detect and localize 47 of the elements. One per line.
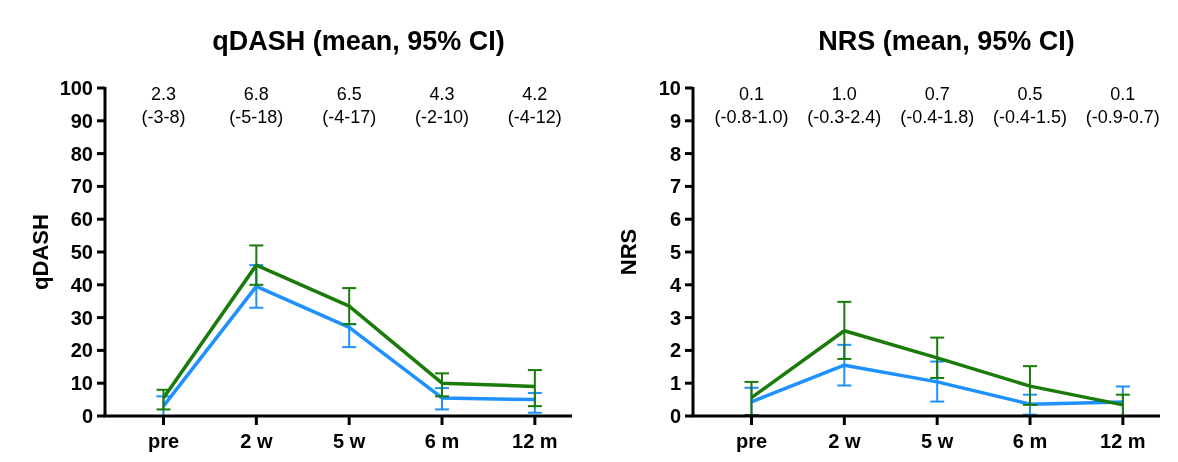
x-tick-label: 2 w xyxy=(828,430,861,452)
y-tick-label: 50 xyxy=(70,241,93,263)
y-tick-label: 80 xyxy=(70,142,93,165)
y-tick-label: 9 xyxy=(669,109,681,132)
y-tick-label: 1 xyxy=(669,372,681,395)
y-tick-label: 60 xyxy=(70,208,93,231)
chart-title: NRS (mean, 95% CI) xyxy=(818,26,1075,56)
y-tick-label: 70 xyxy=(70,175,93,198)
annotation: 4.2 (-4-12) xyxy=(507,84,562,128)
y-tick-label: 30 xyxy=(70,306,93,329)
y-tick-label: 90 xyxy=(70,109,93,132)
x-tick-label: 6 m xyxy=(1012,430,1048,452)
y-tick-label: 0 xyxy=(669,405,681,427)
annotation: 0.1 (-0.8-1.0) xyxy=(714,84,789,128)
y-tick-label: 10 xyxy=(70,372,93,395)
annotation: 6.5 (-4-17) xyxy=(322,84,377,128)
x-tick-label: 12 m xyxy=(512,430,558,452)
annotation: 4.3 (-2-10) xyxy=(415,84,470,128)
x-tick-label: 2 w xyxy=(240,430,273,452)
annotation: 1.0 (-0.3-2.4) xyxy=(807,84,882,128)
x-tick-label: pre xyxy=(147,430,180,452)
line-series xyxy=(749,363,1125,406)
y-tick-label: 4 xyxy=(669,273,682,296)
y-tick-label: 8 xyxy=(669,142,681,165)
x-tick-label: 5 w xyxy=(921,430,954,452)
annotation: 0.7 (-0.4-1.8) xyxy=(900,84,975,128)
y-tick-label: 10 xyxy=(658,77,681,99)
y-tick-label: 2 xyxy=(669,339,681,362)
y-axis-title: NRS xyxy=(616,228,641,276)
y-tick-label: 5 xyxy=(669,241,681,263)
y-axis-title: qDASH xyxy=(28,214,53,290)
y-tick-label: 6 xyxy=(669,208,681,231)
annotation: 2.3 (-3-8) xyxy=(141,84,186,128)
x-tick-label: 5 w xyxy=(333,430,366,452)
x-tick-label: pre xyxy=(735,430,768,452)
y-tick-label: 0 xyxy=(81,405,93,427)
y-tick-label: 20 xyxy=(70,339,93,362)
x-tick-label: 6 m xyxy=(424,430,460,452)
chart-title: qDASH (mean, 95% CI) xyxy=(212,26,505,56)
annotation: 0.5 (-0.4-1.5) xyxy=(993,84,1068,128)
annotation: 0.1 (-0.9-0.7) xyxy=(1085,84,1160,128)
annotation: 6.8 (-5-18) xyxy=(229,84,284,128)
y-tick-label: 100 xyxy=(59,77,93,99)
y-tick-label: 7 xyxy=(669,175,681,198)
y-tick-label: 3 xyxy=(669,306,681,329)
y-tick-label: 40 xyxy=(70,273,93,296)
x-tick-label: 12 m xyxy=(1100,430,1146,452)
